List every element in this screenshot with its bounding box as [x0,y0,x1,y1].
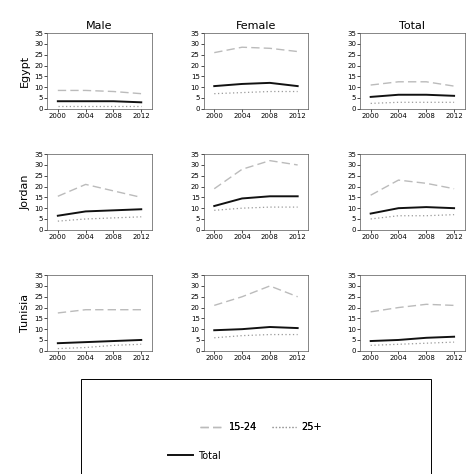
Y-axis label: Tunisia: Tunisia [20,294,30,332]
Title: Female: Female [236,21,276,31]
Legend: 15-24, 25+: 15-24, 25+ [196,418,326,436]
Legend: Total: Total [164,447,224,465]
Y-axis label: Jordan: Jordan [20,174,30,210]
Y-axis label: Egypt: Egypt [20,55,30,87]
Title: Male: Male [86,21,113,31]
Title: Total: Total [400,21,425,31]
